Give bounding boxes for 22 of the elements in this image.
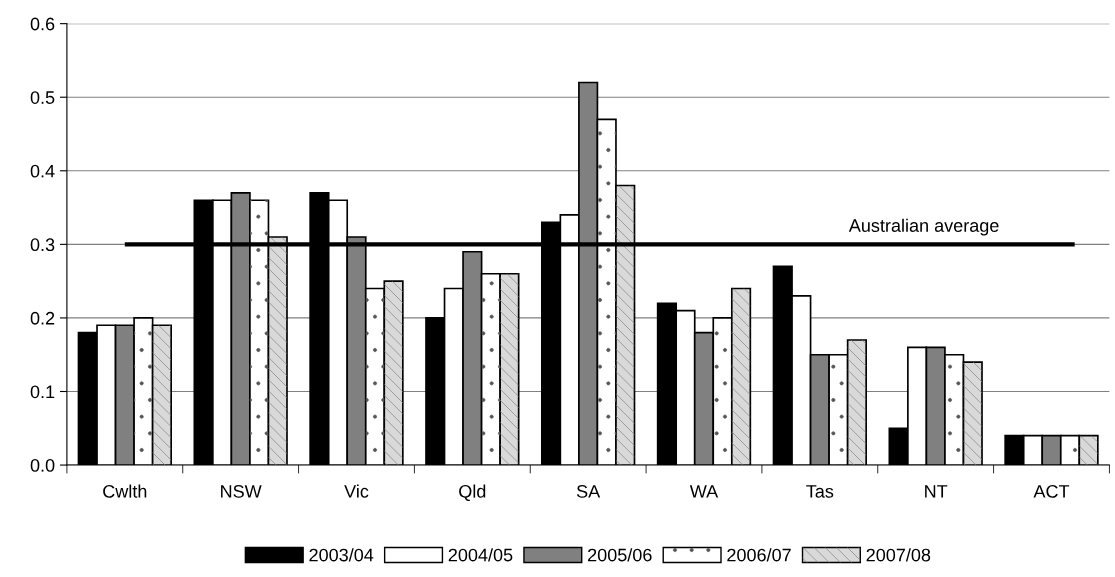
x-tick-label: Qld <box>459 484 486 501</box>
x-tick-label: Cwlth <box>103 484 147 498</box>
y-tick-label: 0.2 <box>30 311 55 325</box>
legend-label: 2003/04 <box>309 548 374 562</box>
x-tick-label: WA <box>689 485 719 498</box>
legend-label: 2004/05 <box>448 548 513 562</box>
y-tick-label: 0.4 <box>30 164 55 178</box>
x-tick-label: Tas <box>806 485 834 498</box>
x-tick-label: NSW <box>221 484 262 498</box>
y-tick-label: 0.6 <box>30 17 55 31</box>
x-tick-label: Vic <box>344 484 369 498</box>
x-tick-label: SA <box>576 484 601 498</box>
legend-label: 2006/07 <box>727 548 791 562</box>
x-tick-label: ACT <box>1033 484 1070 498</box>
legend-label: 2007/08 <box>866 548 931 562</box>
x-tick-label: NT <box>925 485 948 498</box>
y-tick-label: 0.3 <box>30 238 55 252</box>
y-tick-label: 0.0 <box>30 459 55 472</box>
y-tick-label: 0.5 <box>30 91 55 104</box>
legend-label: 2005/06 <box>588 548 652 562</box>
ref-line-label: Australian average <box>848 218 999 236</box>
y-tick-label: 0.1 <box>30 385 55 399</box>
